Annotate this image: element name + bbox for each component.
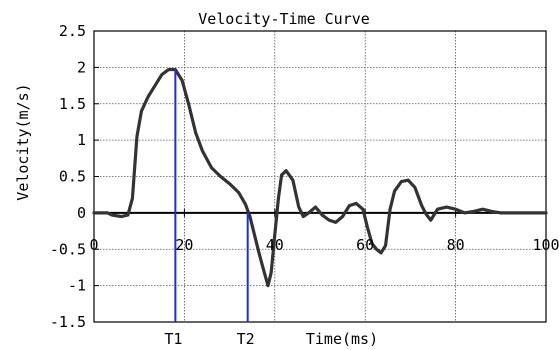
y-tick-label: 0 (77, 204, 86, 222)
x-tick-label: 0 (89, 236, 98, 254)
y-tick-label: 0.5 (59, 168, 86, 186)
chart-title: Velocity-Time Curve (198, 10, 370, 28)
y-tick-label: -0.5 (50, 240, 86, 258)
y-tick-label: 1 (77, 131, 86, 149)
y-tick-label: -1.5 (50, 313, 86, 331)
y-tick-label: 1.5 (59, 95, 86, 113)
x-tick-label: 40 (266, 236, 284, 254)
x-tick-label: 60 (356, 236, 374, 254)
x-axis-label: Time(ms) (306, 330, 378, 348)
y-tick-label: -1 (68, 277, 86, 295)
tick-labels: 2.521.510.50-0.5-1-1.50 20 40 60 80 100 (50, 22, 559, 331)
x-tick-label: 20 (175, 236, 193, 254)
marker-layer: T1 T2 (164, 69, 255, 348)
series-layer (92, 67, 548, 288)
marker-label-t1: T1 (164, 330, 182, 348)
y-axis-label: Velocity(m/s) (14, 83, 32, 200)
x-tick-label: 80 (447, 236, 465, 254)
y-tick-label: 2 (77, 58, 86, 76)
x-tick-label: 100 (532, 236, 559, 254)
series-line-0 (92, 67, 548, 288)
y-tick-label: 2.5 (59, 22, 86, 40)
marker-label-t2: T2 (237, 330, 255, 348)
